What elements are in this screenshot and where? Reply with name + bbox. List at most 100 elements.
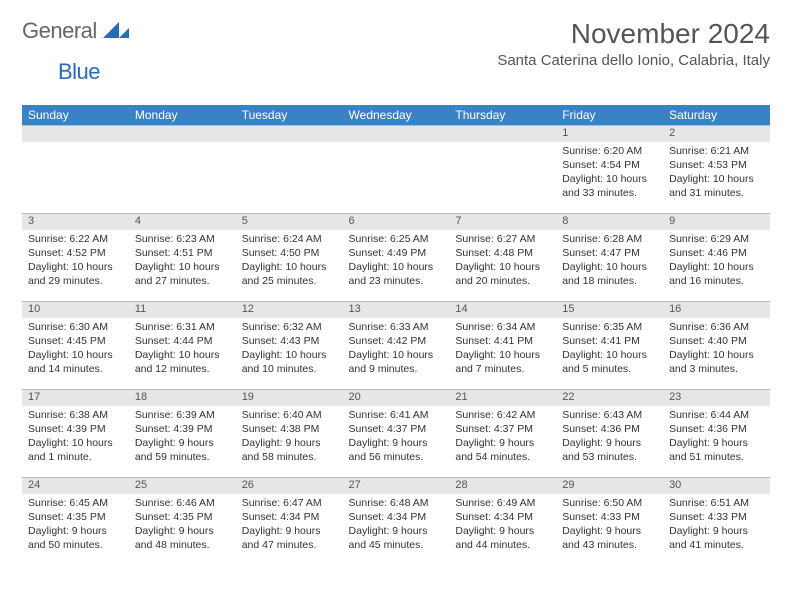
day-number-cell: 30 bbox=[663, 478, 770, 494]
sunset-line: Sunset: 4:39 PM bbox=[28, 422, 123, 436]
day-content-cell: Sunrise: 6:24 AMSunset: 4:50 PMDaylight:… bbox=[236, 230, 343, 302]
daylight-line: Daylight: 9 hours and 43 minutes. bbox=[562, 524, 657, 552]
sunrise-line: Sunrise: 6:35 AM bbox=[562, 320, 657, 334]
sunset-line: Sunset: 4:35 PM bbox=[135, 510, 230, 524]
weekday-header: Saturday bbox=[663, 105, 770, 126]
daylight-line: Daylight: 9 hours and 44 minutes. bbox=[455, 524, 550, 552]
daylight-line: Daylight: 9 hours and 59 minutes. bbox=[135, 436, 230, 464]
day-number-cell: 14 bbox=[449, 302, 556, 318]
daylight-line: Daylight: 10 hours and 7 minutes. bbox=[455, 348, 550, 376]
day-number-cell: 20 bbox=[343, 390, 450, 406]
day-number-row: 24252627282930 bbox=[22, 478, 770, 494]
day-number-cell: 15 bbox=[556, 302, 663, 318]
daylight-line: Daylight: 9 hours and 54 minutes. bbox=[455, 436, 550, 464]
day-number-row: 17181920212223 bbox=[22, 390, 770, 406]
daylight-line: Daylight: 9 hours and 51 minutes. bbox=[669, 436, 764, 464]
day-number-cell: 2 bbox=[663, 126, 770, 142]
sunset-line: Sunset: 4:41 PM bbox=[562, 334, 657, 348]
sunrise-line: Sunrise: 6:20 AM bbox=[562, 144, 657, 158]
daylight-line: Daylight: 9 hours and 41 minutes. bbox=[669, 524, 764, 552]
daylight-line: Daylight: 9 hours and 45 minutes. bbox=[349, 524, 444, 552]
day-number-cell: 19 bbox=[236, 390, 343, 406]
day-number-cell: 12 bbox=[236, 302, 343, 318]
day-content-cell: Sunrise: 6:43 AMSunset: 4:36 PMDaylight:… bbox=[556, 406, 663, 478]
sunrise-line: Sunrise: 6:36 AM bbox=[669, 320, 764, 334]
sunrise-line: Sunrise: 6:31 AM bbox=[135, 320, 230, 334]
sunrise-line: Sunrise: 6:33 AM bbox=[349, 320, 444, 334]
sunset-line: Sunset: 4:34 PM bbox=[242, 510, 337, 524]
logo-text-general: General bbox=[22, 18, 97, 44]
sunrise-line: Sunrise: 6:39 AM bbox=[135, 408, 230, 422]
logo-text-blue: Blue bbox=[58, 59, 100, 84]
day-number-row: 12 bbox=[22, 126, 770, 142]
sunset-line: Sunset: 4:37 PM bbox=[349, 422, 444, 436]
sunrise-line: Sunrise: 6:23 AM bbox=[135, 232, 230, 246]
weekday-header: Tuesday bbox=[236, 105, 343, 126]
sunrise-line: Sunrise: 6:49 AM bbox=[455, 496, 550, 510]
day-content-cell: Sunrise: 6:41 AMSunset: 4:37 PMDaylight:… bbox=[343, 406, 450, 478]
day-content-cell: Sunrise: 6:25 AMSunset: 4:49 PMDaylight:… bbox=[343, 230, 450, 302]
day-number-row: 3456789 bbox=[22, 214, 770, 230]
day-content-cell: Sunrise: 6:44 AMSunset: 4:36 PMDaylight:… bbox=[663, 406, 770, 478]
day-content-row: Sunrise: 6:45 AMSunset: 4:35 PMDaylight:… bbox=[22, 494, 770, 566]
day-content-row: Sunrise: 6:20 AMSunset: 4:54 PMDaylight:… bbox=[22, 142, 770, 214]
weekday-header: Wednesday bbox=[343, 105, 450, 126]
day-number-cell: 24 bbox=[22, 478, 129, 494]
sunrise-line: Sunrise: 6:46 AM bbox=[135, 496, 230, 510]
daylight-line: Daylight: 10 hours and 3 minutes. bbox=[669, 348, 764, 376]
sunset-line: Sunset: 4:45 PM bbox=[28, 334, 123, 348]
daylight-line: Daylight: 10 hours and 9 minutes. bbox=[349, 348, 444, 376]
day-number-cell bbox=[22, 126, 129, 142]
day-number-cell: 23 bbox=[663, 390, 770, 406]
day-number-cell: 21 bbox=[449, 390, 556, 406]
day-number-cell: 22 bbox=[556, 390, 663, 406]
day-number-cell: 1 bbox=[556, 126, 663, 142]
day-number-cell: 26 bbox=[236, 478, 343, 494]
daylight-line: Daylight: 9 hours and 48 minutes. bbox=[135, 524, 230, 552]
daylight-line: Daylight: 10 hours and 25 minutes. bbox=[242, 260, 337, 288]
sunset-line: Sunset: 4:52 PM bbox=[28, 246, 123, 260]
sunset-line: Sunset: 4:46 PM bbox=[669, 246, 764, 260]
sunrise-line: Sunrise: 6:44 AM bbox=[669, 408, 764, 422]
sunset-line: Sunset: 4:39 PM bbox=[135, 422, 230, 436]
sunset-line: Sunset: 4:51 PM bbox=[135, 246, 230, 260]
sunrise-line: Sunrise: 6:42 AM bbox=[455, 408, 550, 422]
day-number-cell: 18 bbox=[129, 390, 236, 406]
day-content-cell: Sunrise: 6:47 AMSunset: 4:34 PMDaylight:… bbox=[236, 494, 343, 566]
day-content-cell: Sunrise: 6:45 AMSunset: 4:35 PMDaylight:… bbox=[22, 494, 129, 566]
day-content-cell: Sunrise: 6:30 AMSunset: 4:45 PMDaylight:… bbox=[22, 318, 129, 390]
day-content-cell: Sunrise: 6:23 AMSunset: 4:51 PMDaylight:… bbox=[129, 230, 236, 302]
day-content-cell: Sunrise: 6:28 AMSunset: 4:47 PMDaylight:… bbox=[556, 230, 663, 302]
sunset-line: Sunset: 4:36 PM bbox=[669, 422, 764, 436]
day-content-cell: Sunrise: 6:42 AMSunset: 4:37 PMDaylight:… bbox=[449, 406, 556, 478]
day-content-row: Sunrise: 6:38 AMSunset: 4:39 PMDaylight:… bbox=[22, 406, 770, 478]
sunrise-line: Sunrise: 6:50 AM bbox=[562, 496, 657, 510]
sunset-line: Sunset: 4:35 PM bbox=[28, 510, 123, 524]
day-content-row: Sunrise: 6:22 AMSunset: 4:52 PMDaylight:… bbox=[22, 230, 770, 302]
day-number-cell bbox=[236, 126, 343, 142]
day-content-cell: Sunrise: 6:20 AMSunset: 4:54 PMDaylight:… bbox=[556, 142, 663, 214]
daylight-line: Daylight: 10 hours and 16 minutes. bbox=[669, 260, 764, 288]
day-number-cell bbox=[343, 126, 450, 142]
sunset-line: Sunset: 4:53 PM bbox=[669, 158, 764, 172]
day-content-cell: Sunrise: 6:31 AMSunset: 4:44 PMDaylight:… bbox=[129, 318, 236, 390]
sunset-line: Sunset: 4:41 PM bbox=[455, 334, 550, 348]
day-content-cell: Sunrise: 6:34 AMSunset: 4:41 PMDaylight:… bbox=[449, 318, 556, 390]
day-number-cell: 8 bbox=[556, 214, 663, 230]
sunset-line: Sunset: 4:33 PM bbox=[669, 510, 764, 524]
sunset-line: Sunset: 4:47 PM bbox=[562, 246, 657, 260]
sunrise-line: Sunrise: 6:34 AM bbox=[455, 320, 550, 334]
daylight-line: Daylight: 10 hours and 33 minutes. bbox=[562, 172, 657, 200]
day-content-cell: Sunrise: 6:48 AMSunset: 4:34 PMDaylight:… bbox=[343, 494, 450, 566]
sunset-line: Sunset: 4:40 PM bbox=[669, 334, 764, 348]
sunrise-line: Sunrise: 6:38 AM bbox=[28, 408, 123, 422]
month-title: November 2024 bbox=[497, 18, 770, 50]
day-content-cell bbox=[129, 142, 236, 214]
day-content-cell: Sunrise: 6:39 AMSunset: 4:39 PMDaylight:… bbox=[129, 406, 236, 478]
sunset-line: Sunset: 4:34 PM bbox=[349, 510, 444, 524]
day-content-cell: Sunrise: 6:32 AMSunset: 4:43 PMDaylight:… bbox=[236, 318, 343, 390]
day-number-cell: 3 bbox=[22, 214, 129, 230]
day-number-cell: 6 bbox=[343, 214, 450, 230]
day-number-cell: 9 bbox=[663, 214, 770, 230]
daylight-line: Daylight: 9 hours and 56 minutes. bbox=[349, 436, 444, 464]
